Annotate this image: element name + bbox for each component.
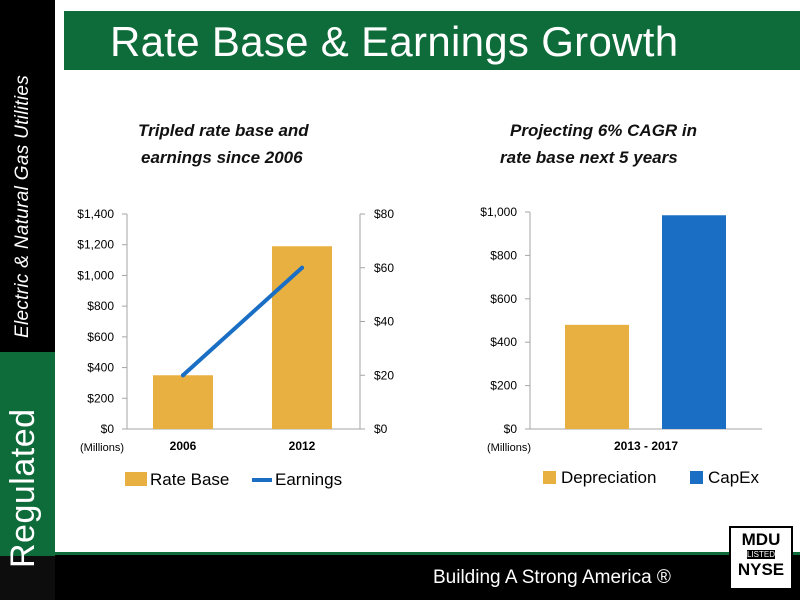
left-y-tick-label: $0 (101, 422, 115, 436)
left-y-tick-label: $400 (87, 361, 114, 375)
right-y-tick-label: $60 (374, 261, 394, 275)
right-y-tick-label: $80 (374, 207, 394, 221)
left-y-tick-label: $1,200 (77, 238, 114, 252)
right-subtitle-line-2: rate base next 5 years (500, 148, 678, 167)
right-chart-y-tick-label: $600 (490, 292, 517, 306)
rate-base-bar (272, 246, 332, 429)
left-subtitle-line-1: Tripled rate base and (138, 121, 309, 140)
legend-swatch-capex (690, 471, 703, 484)
capex-bar (662, 215, 726, 429)
nyse-listed-logo: MDU LISTED NYSE (729, 526, 793, 590)
right-y-tick-label: $0 (374, 422, 388, 436)
right-chart-y-tick-label: $400 (490, 335, 517, 349)
left-chart-subtitle: Tripled rate base and earnings since 200… (138, 117, 398, 171)
right-units-label: (Millions) (487, 442, 531, 454)
depreciation-bar (565, 324, 629, 429)
left-x-category-label: 2012 (289, 439, 316, 453)
rate-base-bar (153, 375, 213, 429)
left-subtitle-line-2: earnings since 2006 (141, 148, 303, 167)
legend-label-earnings: Earnings (275, 470, 342, 489)
slide-title: Rate Base & Earnings Growth (110, 18, 679, 65)
footer-tagline: Building A Strong America ® (433, 567, 671, 588)
logo-line-1: MDU (741, 530, 781, 549)
title-bar (64, 11, 800, 70)
legend-label-capex: CapEx (708, 468, 760, 487)
right-y-tick-label: $20 (374, 368, 394, 382)
logo-line-3: NYSE (737, 560, 785, 579)
footer-line (55, 552, 800, 555)
right-x-category-label: 2013 - 2017 (614, 439, 678, 453)
left-y-tick-label: $800 (87, 299, 114, 313)
left-y-tick-label: $1,000 (77, 268, 114, 282)
right-chart-subtitle: Projecting 6% CAGR in rate base next 5 y… (500, 117, 760, 171)
right-chart-y-tick-label: $200 (490, 379, 517, 393)
sidebar-lower (0, 356, 55, 556)
earnings-point (181, 373, 185, 378)
left-units-label: (Millions) (80, 442, 124, 454)
left-x-category-label: 2006 (170, 439, 197, 453)
legend-swatch-rate-base (125, 472, 147, 486)
right-chart-y-tick-label: $800 (490, 248, 517, 262)
legend-swatch-depreciation (543, 471, 556, 484)
right-chart-y-tick-label: $1,000 (480, 205, 517, 219)
right-subtitle-line-1: Projecting 6% CAGR in (510, 121, 698, 140)
earnings-line (181, 265, 304, 378)
left-y-tick-label: $600 (87, 330, 114, 344)
earnings-point (300, 265, 304, 270)
logo-line-2: LISTED (747, 550, 776, 559)
right-chart-y-tick-label: $0 (504, 422, 518, 436)
sidebar-upper (0, 0, 55, 352)
legend-label-rate-base: Rate Base (150, 470, 229, 489)
legend-label-depreciation: Depreciation (561, 468, 656, 487)
left-y-tick-label: $200 (87, 391, 114, 405)
sidebar-divider (0, 352, 55, 356)
footer-bar (55, 555, 800, 600)
right-y-tick-label: $40 (374, 315, 394, 329)
left-y-tick-label: $1,400 (77, 207, 114, 221)
